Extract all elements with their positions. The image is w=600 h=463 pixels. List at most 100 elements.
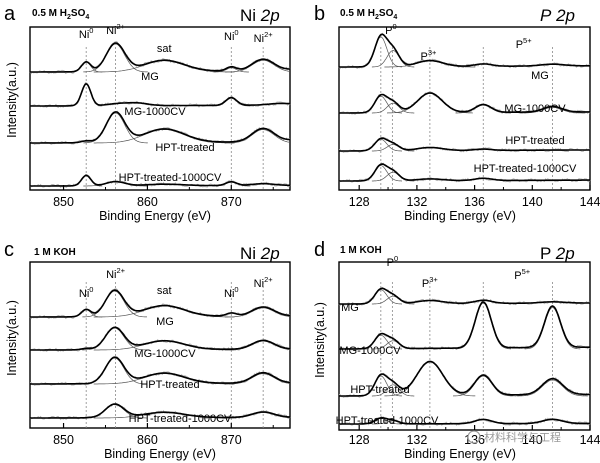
peak-label: P3+ bbox=[422, 275, 439, 290]
x-tick-label: 132 bbox=[406, 195, 427, 209]
fit-envelope-hpt-treated bbox=[30, 356, 291, 385]
trace-label: MG bbox=[141, 71, 159, 83]
panel-b-condition: 0.5 M H2SO4 bbox=[340, 8, 397, 21]
peak-label: P0 bbox=[385, 22, 397, 37]
panel-d-letter: d bbox=[314, 239, 325, 261]
peak-label: P3+ bbox=[420, 48, 437, 63]
x-tick-label: 144 bbox=[580, 195, 600, 209]
fit-component bbox=[519, 107, 586, 114]
x-tick-label: 136 bbox=[464, 433, 485, 447]
panel-d: d Intensity(a.u.) MG MG-1000CV HPT-treated… bbox=[313, 239, 600, 461]
panel-c-core-level: Ni 2p bbox=[240, 244, 280, 263]
panel-d-guides bbox=[380, 282, 553, 430]
trace-label: MG-1000CV bbox=[339, 345, 401, 357]
fit-component bbox=[371, 295, 415, 305]
trace-label: MG bbox=[341, 302, 359, 314]
trace-label: MG-1000CV bbox=[134, 348, 196, 360]
panel-a-traces: MG MG-1000CV HPT-treated HPT-treated-1000CV bbox=[29, 41, 291, 189]
fit-component bbox=[371, 102, 415, 114]
raw-data-trace bbox=[338, 32, 591, 70]
fit-envelope-hpt-treated-1000cv bbox=[30, 403, 291, 419]
peak-label: Ni0 bbox=[224, 28, 239, 43]
x-tick-label: 860 bbox=[137, 195, 158, 209]
panel-a: a Intensity(a.u.) MG MG-1000CV HPT-treated… bbox=[4, 3, 291, 223]
x-tick-label: 144 bbox=[580, 433, 600, 447]
peak-label: Ni2+ bbox=[254, 30, 274, 45]
fit-component bbox=[517, 379, 588, 397]
x-tick-label: 850 bbox=[53, 433, 74, 447]
x-tick-label: 860 bbox=[137, 433, 158, 447]
watermark-text: 材料科学与工程 bbox=[484, 430, 561, 444]
fit-component bbox=[82, 290, 147, 318]
fit-component bbox=[83, 112, 148, 144]
x-tick-label: 140 bbox=[522, 433, 543, 447]
peak-label: Ni2+ bbox=[106, 22, 126, 37]
panel-d-core-level: P 2p bbox=[540, 244, 575, 263]
peak-label: Ni0 bbox=[79, 26, 94, 41]
watermark-icon bbox=[467, 430, 481, 444]
fit-envelope-mg bbox=[339, 287, 590, 305]
x-tick-label: 870 bbox=[221, 195, 242, 209]
x-tick-label: 140 bbox=[522, 195, 543, 209]
trace-label: HPT-treated-1000CV bbox=[336, 415, 439, 427]
trace-label: MG-1000CV bbox=[124, 106, 186, 118]
panel-a-frame bbox=[29, 26, 291, 191]
peak-label: P5+ bbox=[516, 36, 533, 51]
x-tick-label: 870 bbox=[221, 433, 242, 447]
panel-d-ticks: 128 132 136 140 144 bbox=[349, 425, 600, 447]
fit-envelope-hpt-treated-1000cv bbox=[339, 163, 590, 182]
raw-data-trace bbox=[29, 403, 291, 421]
x-tick-label: 132 bbox=[406, 433, 427, 447]
fit-envelope-mg-1000cv bbox=[339, 301, 590, 350]
panel-d-traces: MG MG-1000CV HPT-treated HPT-treated-1000CV bbox=[336, 286, 591, 427]
fit-envelope-mg-1000cv bbox=[30, 326, 291, 351]
trace-label: HPT-treated-1000CV bbox=[119, 172, 222, 184]
panel-d-condition: 1 M KOH bbox=[340, 245, 382, 256]
peak-label: P0 bbox=[387, 254, 399, 269]
panel-b-peak-labels: P0 P3+ P5+ bbox=[385, 22, 532, 63]
fit-component bbox=[452, 375, 514, 397]
panel-a-core-level: Ni 2p bbox=[240, 6, 280, 25]
panel-d-y-axis-label: Intensity(a.u.) bbox=[313, 302, 327, 378]
panel-a-condition: 0.5 M H2SO4 bbox=[32, 8, 89, 21]
fit-component bbox=[83, 43, 148, 73]
panel-d-frame bbox=[338, 261, 591, 431]
panel-a-x-axis-label: Binding Energy (eV) bbox=[99, 209, 211, 223]
raw-data-trace bbox=[29, 82, 291, 108]
panel-a-y-axis-label: Intensity(a.u.) bbox=[5, 62, 19, 138]
x-tick-label: 128 bbox=[349, 433, 370, 447]
fit-component bbox=[524, 307, 581, 350]
fit-component bbox=[371, 384, 415, 397]
fit-envelope-hpt-treated-1000cv bbox=[339, 416, 590, 425]
fit-envelope-hpt-treated bbox=[339, 137, 590, 152]
fit-component bbox=[213, 67, 249, 73]
peak-label: Ni2+ bbox=[254, 275, 274, 290]
panel-a-ticks: 850 860 870 bbox=[53, 185, 274, 209]
panel-c-y-axis-label: Intensity(a.u.) bbox=[5, 300, 19, 376]
trace-label: MG bbox=[531, 70, 549, 82]
panel-c-x-axis-label: Binding Energy (eV) bbox=[104, 447, 216, 461]
panel-b-core-level: P 2p bbox=[540, 6, 575, 25]
panel-b-x-axis-label: Binding Energy (eV) bbox=[404, 209, 516, 223]
trace-label: HPT-treated bbox=[155, 142, 214, 154]
panel-b-letter: b bbox=[314, 3, 325, 25]
trace-label: MG-1000CV bbox=[504, 103, 566, 115]
x-tick-label: 128 bbox=[349, 195, 370, 209]
panel-c-traces: MG MG-1000CV HPT-treated HPT-treated-1000CV bbox=[29, 288, 291, 425]
panel-a-letter: a bbox=[4, 3, 16, 25]
fit-component bbox=[225, 129, 290, 144]
fit-envelope-hpt-treated bbox=[30, 111, 290, 144]
fit-envelope-mg bbox=[30, 42, 290, 73]
peak-label: sat bbox=[157, 43, 172, 55]
panel-b-ticks: 128 132 136 140 144 bbox=[349, 185, 600, 209]
peak-label: P5+ bbox=[514, 267, 531, 282]
panel-c: c Intensity(a.u.) MG MG-1000CV HPT-treated… bbox=[4, 239, 291, 461]
panel-b: b MG MG-1000CV HPT-treated HPT-treated-1000… bbox=[314, 3, 600, 223]
peak-label: sat bbox=[157, 285, 172, 297]
x-tick-label: 850 bbox=[53, 195, 74, 209]
panel-b-traces: MG MG-1000CV HPT-treated HPT-treated-1000CV bbox=[338, 32, 591, 183]
trace-label: MG bbox=[156, 316, 174, 328]
fit-envelope-mg bbox=[339, 33, 590, 68]
fit-envelope-hpt-treated bbox=[339, 360, 590, 397]
